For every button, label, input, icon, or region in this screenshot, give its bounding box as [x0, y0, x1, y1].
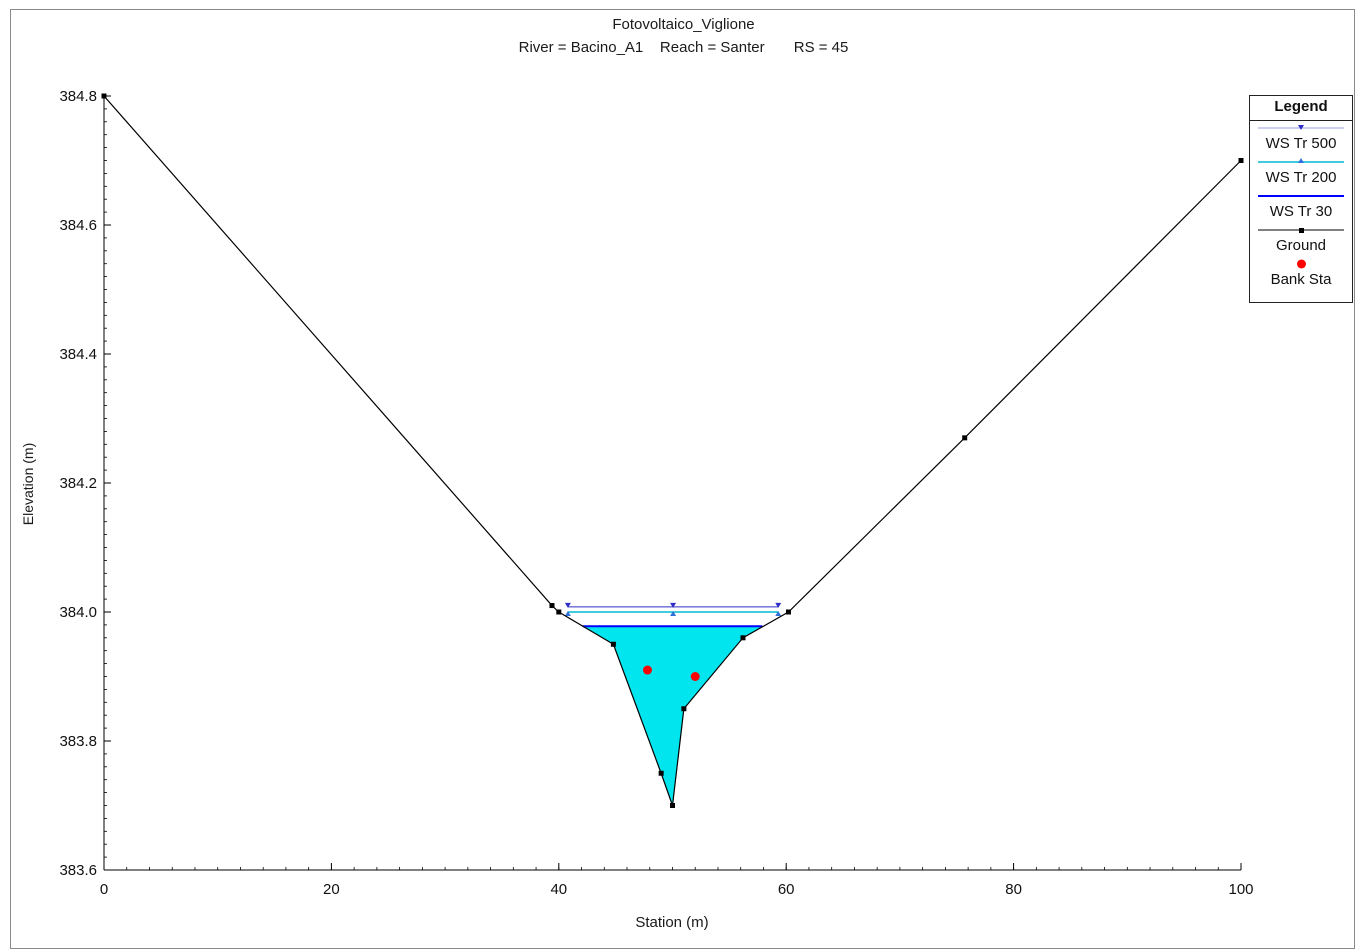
x-tick-label: 40: [550, 881, 567, 898]
x-tick-label: 100: [1228, 881, 1253, 898]
water-surface-ws-tr-500-marker: [775, 602, 782, 608]
legend-swatch-bank-sta: [1297, 259, 1306, 269]
bank-station-marker: [690, 672, 700, 681]
legend-swatch-ws-tr-30: [1258, 195, 1344, 197]
water-surface-ws-tr-500-marker: [670, 602, 677, 608]
ground-point: [101, 93, 107, 99]
water-fill-layer: [582, 626, 763, 806]
ground-point: [556, 609, 562, 615]
y-tick-label: 384.8: [59, 88, 97, 105]
water-surface-ws-tr-500-marker: [564, 602, 571, 608]
y-tick-label: 384.0: [59, 604, 97, 621]
y-tick-label: 384.6: [59, 217, 97, 234]
y-axis-label: Elevation (m): [20, 442, 36, 526]
axes-layer: 0 20 40 60 80 100 383.6 383.8 384.0 384.2 384.4 384…: [59, 88, 1253, 898]
legend-title: Legend: [1250, 96, 1352, 121]
ground-point: [670, 803, 675, 808]
ground-point: [610, 641, 616, 647]
legend-item-ws-tr-30: WS Tr 30: [1250, 189, 1352, 223]
water-surface-ws-tr-200-marker: [670, 611, 677, 616]
legend-item-ws-tr-500: WS Tr 500: [1250, 121, 1352, 155]
x-tick-label: 60: [778, 881, 795, 898]
legend-item-bank-sta: Bank Sta: [1250, 257, 1352, 291]
x-tick-label: 0: [100, 881, 108, 898]
ground-point: [962, 435, 968, 441]
chart-subtitle: River = Bacino_A1 Reach = Santer RS = 45: [518, 39, 849, 56]
y-tick-label: 384.2: [59, 475, 97, 492]
y-tick-label: 384.4: [59, 346, 97, 363]
ground-point: [658, 770, 664, 776]
y-tick-label: 383.6: [59, 862, 97, 879]
legend-item-ws-tr-200: WS Tr 200: [1250, 155, 1352, 189]
legend-label-ground: Ground: [1275, 237, 1327, 254]
legend-item-ground: Ground: [1250, 223, 1352, 257]
ground-point: [1238, 158, 1244, 163]
water-surface-layer: [564, 602, 782, 628]
bank-station-marker: [642, 665, 652, 675]
x-axis-label: Station (m): [635, 914, 709, 931]
chart-title: Fotovoltaico_Viglione: [612, 16, 755, 33]
water-surface-ws-tr-200-marker: [775, 611, 782, 616]
legend-swatch-ws-tr-200: [1258, 158, 1344, 163]
water-fill-ws-tr-30: [582, 626, 763, 806]
y-tick-label: 383.8: [59, 733, 97, 750]
x-tick-label: 20: [323, 881, 340, 898]
legend-label-ws-tr-500: WS Tr 500: [1265, 135, 1337, 152]
legend: Legend WS Tr 500 WS Tr 200 WS Tr 30 Grou…: [1249, 95, 1353, 303]
ground-point: [740, 635, 746, 641]
legend-label-ws-tr-30: WS Tr 30: [1269, 203, 1333, 220]
ground-point: [549, 603, 555, 609]
marker-layer: [642, 665, 700, 681]
ground-layer: [101, 93, 1244, 808]
water-surface-ws-tr-200-marker: [564, 611, 571, 616]
legend-label-ws-tr-200: WS Tr 200: [1265, 169, 1337, 186]
legend-swatch-ws-tr-500: [1258, 125, 1344, 130]
legend-swatch-ground: [1258, 228, 1344, 233]
ground-point: [785, 609, 791, 615]
legend-label-bank-sta: Bank Sta: [1270, 271, 1332, 288]
x-tick-label: 80: [1005, 881, 1022, 898]
ground-point: [681, 706, 687, 712]
